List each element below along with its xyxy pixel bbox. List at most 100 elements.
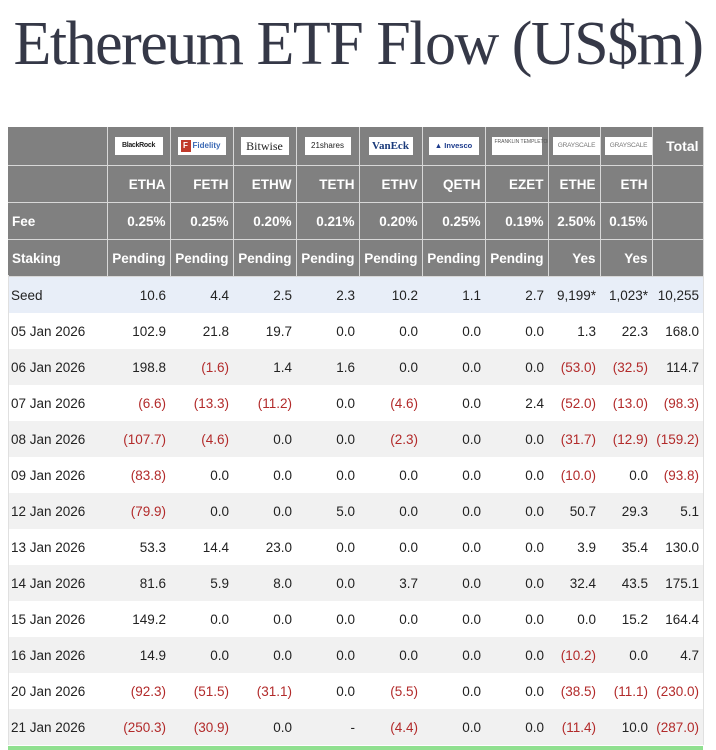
flow-cell: (31.1)	[233, 673, 296, 709]
staking-cell: Pending	[485, 239, 549, 277]
flow-cell: (30.9)	[170, 709, 233, 745]
flow-cell: 0.0	[600, 637, 652, 673]
flow-cell: 3.7	[359, 565, 422, 601]
staking-label: Staking	[8, 239, 108, 277]
etf-flow-table: BlackRock F Fidelity Bitwise 21shares Van…	[8, 127, 704, 745]
date-cell: 05 Jan 2026	[8, 313, 107, 349]
flow-cell: (10.2)	[548, 637, 600, 673]
issuer-cell: FRANKLIN TEMPLETON	[485, 127, 549, 166]
flow-cell: 0.0	[485, 709, 548, 745]
flow-cell: 0.0	[296, 385, 359, 421]
flow-cell: 0.0	[548, 601, 600, 637]
table-row: 15 Jan 2026 149.2 0.0 0.0 0.0 0.0 0.0 0.0 0.0 15.…	[8, 601, 703, 637]
issuer-cell: Bitwise	[233, 127, 297, 166]
flow-cell: 4.4	[170, 276, 233, 313]
total-cell: 168.0	[652, 313, 703, 349]
flow-cell: 0.0	[422, 637, 485, 673]
staking-cell: Pending	[107, 239, 171, 277]
total-cell: (287.0)	[652, 709, 703, 745]
flow-cell: 0.0	[485, 601, 548, 637]
date-cell: 21 Jan 2026	[8, 709, 107, 745]
ticker-cell: EZET	[485, 165, 549, 203]
flow-cell: 0.0	[296, 313, 359, 349]
flow-cell: (11.4)	[548, 709, 600, 745]
flow-cell: 0.0	[296, 529, 359, 565]
flow-cell: 0.0	[422, 421, 485, 457]
franklin-templeton-logo-icon: FRANKLIN TEMPLETON	[491, 137, 547, 155]
total-cell: 175.1	[652, 565, 703, 601]
flow-cell: (11.2)	[233, 385, 296, 421]
flow-cell: 0.0	[170, 457, 233, 493]
flow-cell: 0.0	[233, 601, 296, 637]
flow-cell: (13.0)	[600, 385, 652, 421]
staking-cell: Pending	[359, 239, 423, 277]
flow-cell: 0.0	[170, 493, 233, 529]
bitwise-logo-icon: Bitwise	[240, 137, 289, 155]
total-cell: 164.4	[652, 601, 703, 637]
staking-cell: Yes	[600, 239, 653, 277]
flow-cell: (51.5)	[170, 673, 233, 709]
total-header: Total	[652, 127, 704, 166]
staking-cell: Pending	[233, 239, 297, 277]
total-cell: 5.1	[652, 493, 703, 529]
fee-cell: 0.19%	[485, 202, 549, 240]
date-cell: 06 Jan 2026	[8, 349, 107, 385]
flow-cell: 1.6	[296, 349, 359, 385]
flow-cell: 3.9	[548, 529, 600, 565]
flow-cell: 0.0	[359, 601, 422, 637]
flow-cell: 0.0	[170, 601, 233, 637]
flow-cell: 0.0	[485, 493, 548, 529]
flow-cell: (12.9)	[600, 421, 652, 457]
date-cell: 08 Jan 2026	[8, 421, 107, 457]
date-cell: 16 Jan 2026	[8, 637, 107, 673]
flow-cell: 0.0	[233, 457, 296, 493]
flow-cell: 14.4	[170, 529, 233, 565]
fee-cell: 0.20%	[359, 202, 423, 240]
flow-cell: 32.4	[548, 565, 600, 601]
flow-cell: 15.2	[600, 601, 652, 637]
flow-cell: 0.0	[422, 601, 485, 637]
flow-cell: 0.0	[296, 637, 359, 673]
total-cell: (230.0)	[652, 673, 703, 709]
fee-cell: 0.15%	[600, 202, 653, 240]
table-bottom-bar	[8, 746, 703, 750]
flow-cell: 1.4	[233, 349, 296, 385]
table-left-border	[8, 275, 9, 745]
flow-cell: (79.9)	[107, 493, 170, 529]
ticker-cell: ETH	[600, 165, 653, 203]
fee-cell: 0.20%	[233, 202, 297, 240]
flow-cell: 0.0	[170, 637, 233, 673]
flow-cell: (5.5)	[359, 673, 422, 709]
staking-cell: Pending	[170, 239, 234, 277]
flow-cell: 0.0	[422, 529, 485, 565]
fee-cell: 0.25%	[170, 202, 234, 240]
fee-cell: 0.25%	[107, 202, 171, 240]
ticker-cell: ETHV	[359, 165, 423, 203]
ticker-cell: ETHE	[548, 165, 601, 203]
flow-cell: 1.1	[422, 276, 485, 313]
flow-cell: 0.0	[485, 565, 548, 601]
grayscale-logo-icon: GRAYSCALE	[552, 137, 599, 155]
table-row: 14 Jan 2026 81.6 5.9 8.0 0.0 3.7 0.0 0.0 32.4 43.…	[8, 565, 703, 601]
date-cell: Seed	[8, 276, 107, 313]
flow-cell: 50.7	[548, 493, 600, 529]
flow-cell: 53.3	[107, 529, 170, 565]
table-row: 13 Jan 2026 53.3 14.4 23.0 0.0 0.0 0.0 0.0 3.9 35…	[8, 529, 703, 565]
flow-cell: (13.3)	[170, 385, 233, 421]
table-row: 08 Jan 2026 (107.7) (4.6) 0.0 0.0 (2.3) 0.0 0.0…	[8, 421, 703, 457]
flow-cell: 0.0	[296, 601, 359, 637]
flow-cell: (38.5)	[548, 673, 600, 709]
date-cell: 13 Jan 2026	[8, 529, 107, 565]
flow-cell: (83.8)	[107, 457, 170, 493]
date-cell: 07 Jan 2026	[8, 385, 107, 421]
ticker-total-cell	[652, 165, 704, 203]
ticker-cell: ETHW	[233, 165, 297, 203]
flow-cell: (31.7)	[548, 421, 600, 457]
flow-cell: 29.3	[600, 493, 652, 529]
ticker-cell: FETH	[170, 165, 234, 203]
issuer-cell: GRAYSCALE	[600, 127, 653, 166]
table-row: 16 Jan 2026 14.9 0.0 0.0 0.0 0.0 0.0 0.0 (10.2) 0…	[8, 637, 703, 673]
fee-cell: 2.50%	[548, 202, 601, 240]
flow-cell: 10.2	[359, 276, 422, 313]
flow-cell: 0.0	[485, 637, 548, 673]
